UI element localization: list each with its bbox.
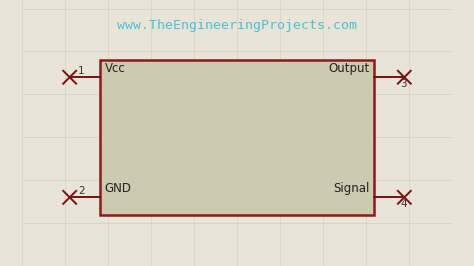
Text: www.TheEngineeringProjects.com: www.TheEngineeringProjects.com — [117, 19, 357, 32]
Text: Signal: Signal — [333, 182, 369, 195]
Text: 4: 4 — [400, 199, 407, 209]
Text: GND: GND — [105, 182, 132, 195]
Bar — [100, 60, 374, 214]
Text: 1: 1 — [78, 65, 85, 76]
Text: 3: 3 — [400, 79, 407, 89]
Text: Output: Output — [328, 62, 369, 75]
Text: 2: 2 — [78, 186, 85, 196]
Text: Vcc: Vcc — [105, 62, 126, 75]
